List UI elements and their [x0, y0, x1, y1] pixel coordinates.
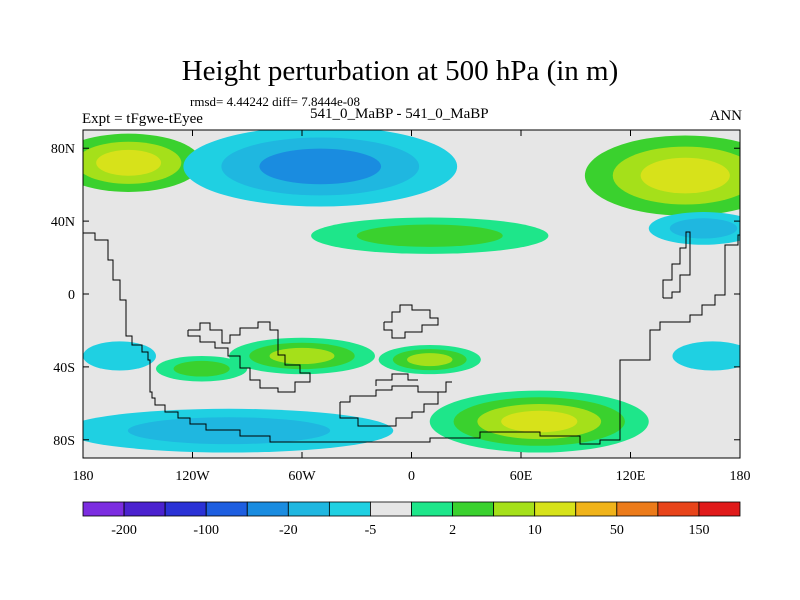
y-tick-label-4: 80S [53, 434, 75, 449]
colorbar-swatch-8 [411, 501, 453, 517]
coastlines [83, 231, 740, 445]
colorbar-label-6: 50 [610, 523, 624, 538]
anomaly-contour-2-2 [640, 157, 730, 194]
colorbar-swatch-4 [246, 501, 289, 517]
anomaly-contour-5-1 [173, 360, 230, 377]
anomaly-contour-11-3 [501, 410, 578, 433]
colorbar-label-4: 2 [449, 523, 456, 538]
y-axis: 80N 40N 0 40S 80S [51, 142, 740, 449]
colorbar-swatch-9 [452, 501, 495, 517]
colorbar-swatch-13 [616, 501, 659, 517]
x-axis: 180 120W 60W 0 60E 120E 180 [73, 130, 751, 484]
colorbar-label-3: -5 [365, 523, 377, 538]
x-tick-label-3: 0 [408, 469, 415, 484]
colorbar: -200 -100 -20 -5 2 10 50 150 [82, 501, 741, 538]
colorbar-swatch-3 [205, 501, 248, 517]
season-label: ANN [709, 108, 743, 124]
colorbar-label-5: 10 [528, 523, 542, 538]
colorbar-label-0: -200 [111, 523, 137, 538]
colorbar-label-2: -20 [279, 523, 298, 538]
x-tick-label-5: 120E [616, 469, 646, 484]
colorbar-swatch-2 [164, 501, 207, 517]
anomaly-contour-6-2 [269, 347, 335, 365]
y-tick-label-1: 40N [51, 215, 75, 230]
x-tick-label-6: 180 [730, 469, 751, 484]
case-label: 541_0_MaBP - 541_0_MaBP [310, 106, 489, 122]
y-tick-label-2: 0 [68, 288, 75, 303]
anomaly-contour-0-2 [96, 149, 162, 176]
anomaly-fields [83, 130, 740, 453]
x-tick-label-1: 120W [175, 469, 210, 484]
anomaly-contour-3-1 [356, 224, 503, 247]
colorbar-swatch-1 [123, 501, 166, 517]
anomaly-contour-7-2 [407, 353, 453, 367]
colorbar-swatch-6 [328, 501, 371, 517]
y-tick-label-3: 40S [53, 361, 75, 376]
colorbar-swatch-5 [287, 501, 330, 517]
anomaly-contour-8-0 [83, 341, 156, 371]
anomaly-contour-10-1 [127, 417, 331, 445]
y-tick-label-0: 80N [51, 142, 75, 157]
colorbar-swatch-7 [370, 501, 412, 517]
anomaly-contour-4-1 [669, 218, 738, 239]
colorbar-swatch-12 [575, 501, 618, 517]
colorbar-swatch-0 [82, 501, 125, 517]
chart-title: Height perturbation at 500 hPa (in m) [181, 55, 619, 87]
x-tick-label-4: 60E [510, 469, 533, 484]
colorbar-swatch-15 [698, 501, 741, 517]
x-tick-label-2: 60W [288, 469, 316, 484]
anomaly-contour-1-2 [259, 148, 382, 185]
experiment-label: Expt = tFgwe-tEyee [82, 111, 203, 127]
colorbar-swatch-10 [493, 501, 536, 517]
stats-label: rmsd= 4.44242 diff= 7.8444e-08 [190, 94, 361, 109]
colorbar-label-7: 150 [688, 523, 709, 538]
colorbar-swatch-14 [657, 501, 700, 517]
colorbar-swatch-11 [534, 501, 577, 517]
colorbar-label-1: -100 [193, 523, 219, 538]
x-tick-label-0: 180 [73, 469, 94, 484]
anomaly-contour-9-0 [672, 341, 740, 371]
